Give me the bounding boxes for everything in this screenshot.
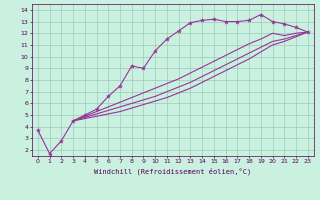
X-axis label: Windchill (Refroidissement éolien,°C): Windchill (Refroidissement éolien,°C) [94, 167, 252, 175]
